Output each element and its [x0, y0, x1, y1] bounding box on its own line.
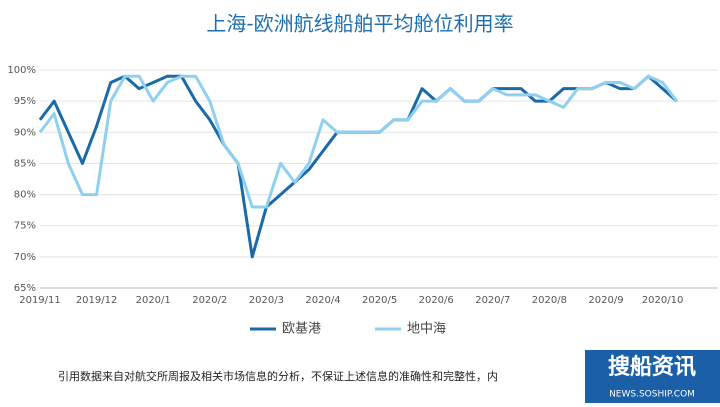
- x-tick-label: 2020/5: [362, 295, 397, 306]
- logo-url: NEWS.SOSHIP.COM: [609, 390, 695, 400]
- x-tick-label: 2020/8: [532, 295, 567, 306]
- legend-label: 欧基港: [282, 322, 321, 337]
- y-tick-label: 95%: [14, 96, 36, 107]
- x-tick-label: 2020/6: [419, 295, 454, 306]
- logo-box: [585, 350, 720, 403]
- y-tick-label: 90%: [14, 127, 36, 138]
- x-tick-label: 2020/9: [588, 295, 623, 306]
- x-tick-label: 2020/1: [136, 295, 171, 306]
- footnote: 引用数据来自对航交所周报及相关市场信息的分析，不保证上述信息的准确性和完整性，内: [58, 369, 498, 383]
- x-tick-label: 2020/3: [249, 295, 284, 306]
- x-tick-label: 2020/7: [475, 295, 510, 306]
- x-tick-label: 2019/12: [76, 295, 118, 306]
- legend-label: 地中海: [407, 322, 446, 337]
- y-tick-label: 75%: [14, 221, 36, 232]
- y-tick-label: 100%: [7, 65, 36, 76]
- x-tick-label: 2020/10: [642, 295, 684, 306]
- series-line: [38, 74, 678, 209]
- y-tick-label: 70%: [14, 252, 36, 263]
- chart-title: 上海-欧洲航线船舶平均舱位利用率: [206, 12, 513, 36]
- y-tick-label: 80%: [14, 190, 36, 201]
- series-line: [38, 74, 678, 259]
- x-tick-label: 2020/4: [305, 295, 340, 306]
- logo: 搜船资讯: [608, 354, 696, 380]
- x-tick-label: 2019/11: [19, 295, 61, 306]
- x-tick-label: 2020/2: [192, 295, 227, 306]
- y-tick-label: 65%: [14, 283, 36, 294]
- y-tick-label: 85%: [14, 158, 36, 169]
